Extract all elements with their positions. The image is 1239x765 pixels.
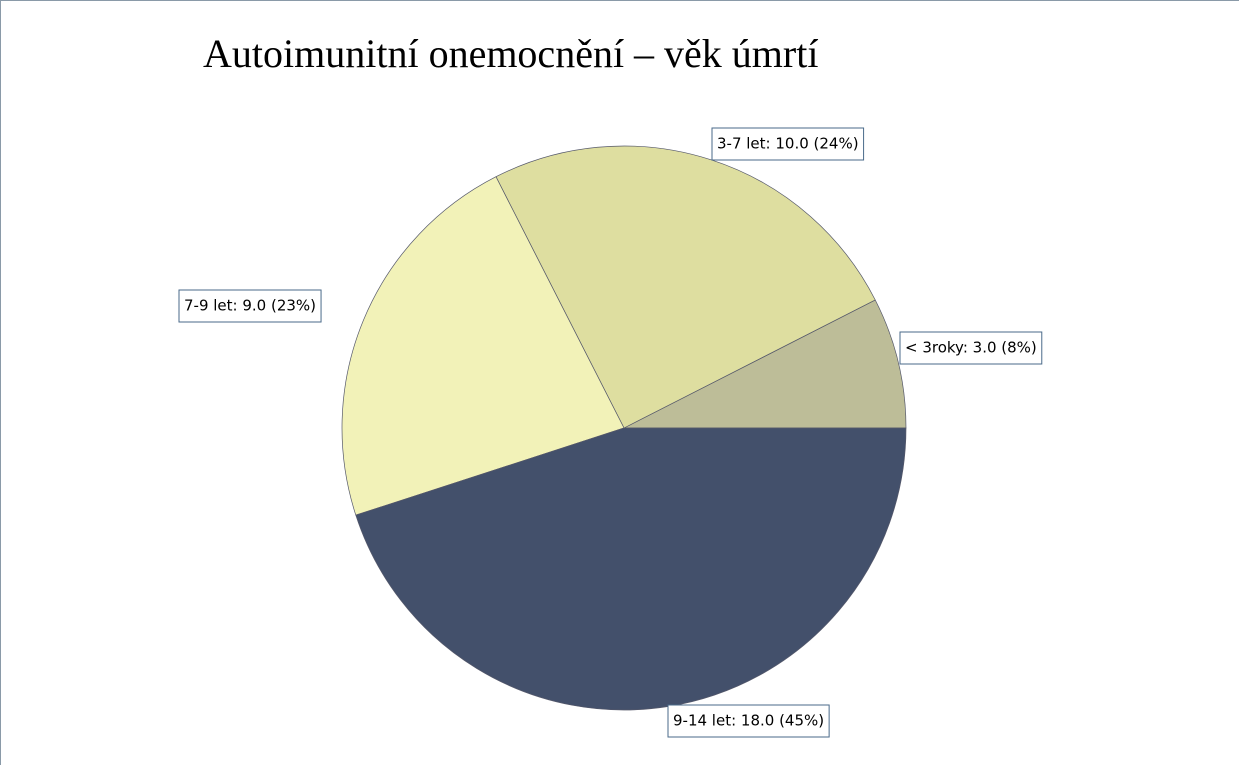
pie-slice (623, 299, 907, 429)
chart-title: Autoimunitní onemocnění – věk úmrtí (203, 31, 818, 76)
data-label: 3-7 let: 10.0 (24%) (711, 127, 865, 161)
label-text: 3-7 let: 10.0 (24%) (717, 135, 859, 153)
label-box (711, 127, 865, 161)
label-text: 9-14 let: 18.0 (45%) (673, 712, 824, 730)
label-box (899, 331, 1043, 365)
label-text: 7-9 let: 9.0 (23%) (184, 297, 316, 315)
data-label: < 3roky: 3.0 (8%) (899, 331, 1043, 365)
label-box (667, 704, 830, 738)
pie-slice (495, 145, 876, 429)
data-label: 9-14 let: 18.0 (45%) (667, 704, 830, 738)
label-text: < 3roky: 3.0 (8%) (905, 339, 1037, 357)
data-label: 7-9 let: 9.0 (23%) (178, 289, 322, 323)
label-box (178, 289, 322, 323)
pie-slice (341, 176, 625, 516)
